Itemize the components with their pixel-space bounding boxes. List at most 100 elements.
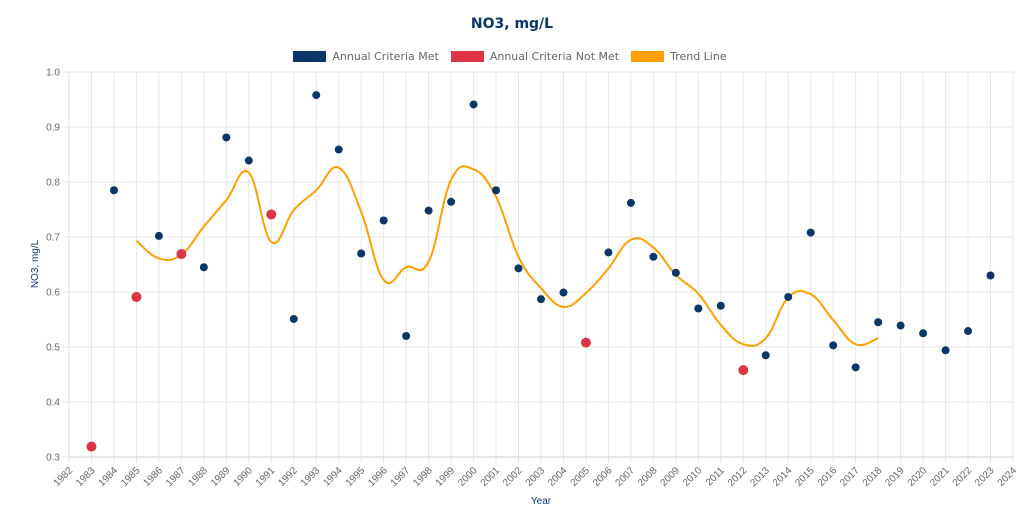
x-tick-label: 2013: [748, 465, 772, 489]
legend-label-criteria-not-met: Annual Criteria Not Met: [489, 50, 620, 63]
data-point-criteria-met: [199, 263, 208, 272]
data-point-criteria-met: [154, 231, 163, 240]
chart-legend: Annual Criteria Met Annual Criteria Not …: [0, 50, 1024, 63]
x-tick-label: 2024: [996, 465, 1020, 489]
data-point-criteria-not-met: [266, 209, 277, 220]
data-point-criteria-met: [559, 288, 568, 297]
data-point-criteria-met: [379, 216, 388, 225]
legend-item-trend-line[interactable]: Trend Line: [631, 50, 727, 63]
x-tick-label: 1995: [344, 465, 368, 489]
x-tick-label: 2015: [793, 465, 817, 489]
legend-swatch-criteria-not-met: [450, 51, 484, 62]
y-tick-label: 0.9: [46, 123, 60, 134]
data-point-criteria-met: [874, 318, 883, 327]
x-tick-label: 2018: [861, 465, 885, 489]
x-tick-label: 2019: [883, 465, 907, 489]
x-tick-label: 2001: [479, 465, 503, 489]
x-tick-label: 2023: [973, 465, 997, 489]
data-point-criteria-met: [222, 133, 231, 142]
scatter-points-layer: [86, 91, 995, 452]
x-tick-label: 1992: [276, 465, 300, 489]
data-point-criteria-met: [537, 295, 545, 304]
y-tick-label: 0.5: [46, 343, 60, 354]
y-axis-ticks: 0.3 0.4 0.5 0.6 0.7 0.8 0.9 1.0: [46, 68, 60, 464]
x-tick-label: 2004: [546, 465, 570, 489]
trend-line: [135, 165, 879, 347]
data-point-criteria-met: [919, 329, 928, 338]
x-tick-label: 2002: [501, 465, 525, 489]
data-point-criteria-met: [851, 363, 860, 372]
y-tick-label: 0.6: [46, 288, 60, 299]
data-point-criteria-not-met: [86, 441, 97, 452]
x-tick-label: 1994: [321, 465, 345, 489]
data-point-criteria-met: [109, 186, 118, 195]
legend-label-criteria-met: Annual Criteria Met: [332, 50, 439, 63]
x-tick-label: 1988: [186, 465, 210, 489]
legend-item-criteria-met[interactable]: Annual Criteria Met: [293, 50, 439, 63]
x-tick-label: 2009: [658, 465, 682, 489]
x-axis-title: Year: [531, 496, 552, 507]
y-tick-label: 0.4: [46, 398, 60, 409]
y-axis-title: NO3, mg/L: [30, 239, 41, 288]
data-point-criteria-met: [469, 100, 478, 109]
x-tick-label: 1997: [389, 465, 413, 489]
x-tick-label: 2020: [906, 465, 930, 489]
data-point-criteria-met: [244, 156, 253, 165]
data-point-criteria-met: [649, 252, 658, 261]
data-point-criteria-met: [424, 206, 433, 215]
x-tick-label: 2000: [456, 465, 480, 489]
x-tick-label: 1999: [434, 465, 458, 489]
data-point-criteria-met: [896, 321, 905, 330]
data-point-criteria-met: [716, 301, 725, 310]
x-tick-label: 2022: [951, 465, 975, 489]
data-point-criteria-not-met: [738, 365, 749, 376]
x-tick-label: 1983: [74, 465, 98, 489]
x-tick-label: 1991: [254, 465, 278, 489]
legend-item-criteria-not-met[interactable]: Annual Criteria Not Met: [450, 50, 620, 63]
x-tick-label: 1984: [97, 465, 121, 489]
x-tick-label: 2003: [524, 465, 548, 489]
x-tick-label: 1998: [411, 465, 435, 489]
data-point-criteria-met: [941, 346, 950, 355]
data-point-criteria-met: [289, 314, 298, 323]
x-tick-label: 2021: [928, 465, 952, 489]
data-point-criteria-met: [402, 332, 411, 340]
x-tick-label: 2016: [816, 465, 840, 489]
x-tick-label: 1986: [142, 465, 166, 489]
data-point-criteria-met: [964, 327, 973, 336]
data-point-criteria-met: [626, 198, 635, 207]
x-tick-label: 2017: [838, 465, 862, 489]
x-tick-label: 2006: [591, 465, 615, 489]
legend-label-trend-line: Trend Line: [670, 50, 727, 63]
x-tick-label: 2012: [726, 465, 750, 489]
y-tick-label: 1.0: [46, 68, 60, 79]
data-point-criteria-met: [447, 197, 456, 206]
data-point-criteria-met: [492, 186, 501, 195]
data-point-criteria-met: [829, 341, 838, 350]
data-point-criteria-met: [312, 91, 321, 100]
data-point-criteria-met: [784, 292, 793, 301]
x-tick-label: 2011: [704, 465, 727, 488]
data-point-criteria-met: [514, 264, 523, 273]
chart-title: NO3, mg/L: [470, 16, 554, 32]
x-tick-label: 2005: [569, 465, 593, 489]
y-tick-label: 0.8: [46, 178, 60, 189]
data-point-criteria-met: [694, 304, 703, 313]
y-tick-label: 0.7: [46, 233, 60, 244]
x-tick-label: 1996: [366, 465, 390, 489]
data-point-criteria-met: [671, 268, 680, 277]
x-tick-label: 1989: [209, 465, 233, 489]
x-tick-label: 1993: [299, 465, 323, 489]
x-tick-label: 1990: [231, 465, 255, 489]
data-point-criteria-not-met: [176, 249, 187, 260]
x-axis-ticks: 1982198319841985198619871988198919901991…: [52, 465, 1020, 489]
grid-lines: [62, 71, 1014, 463]
data-point-criteria-met: [986, 271, 995, 280]
data-point-criteria-met: [334, 145, 343, 154]
data-point-criteria-met: [761, 351, 770, 360]
x-tick-label: 2008: [636, 465, 660, 489]
x-tick-label: 2010: [681, 465, 705, 489]
data-point-criteria-met: [806, 228, 815, 237]
x-tick-label: 1982: [52, 465, 76, 489]
